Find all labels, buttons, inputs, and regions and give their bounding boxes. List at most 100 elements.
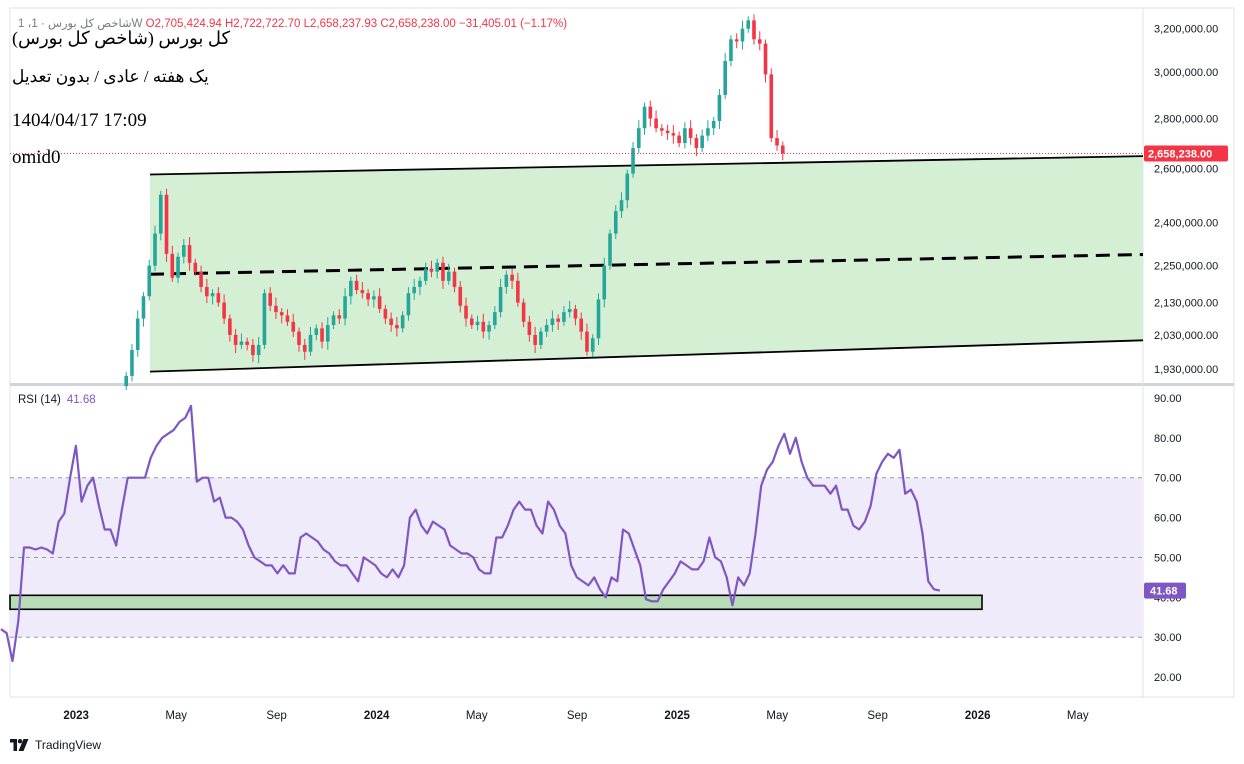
candle-down — [233, 334, 238, 345]
rsi-tick-label: 80.00 — [1154, 433, 1182, 445]
candle-down — [677, 135, 681, 144]
candle-down — [694, 138, 699, 149]
candle-up — [135, 318, 140, 351]
candle-up — [596, 299, 601, 339]
candle-down — [302, 344, 307, 352]
candle-up — [239, 341, 244, 345]
candle-down — [216, 293, 221, 303]
candle-up — [619, 200, 624, 212]
candle-down — [734, 39, 739, 42]
candle-down — [775, 138, 779, 146]
candle-up — [608, 233, 612, 266]
candle-down — [752, 20, 756, 40]
candle-down — [228, 318, 232, 335]
rsi-support-zone[interactable] — [9, 594, 983, 611]
rsi-line[interactable] — [0, 404, 941, 663]
chart-settings-annotation: یک هفته / عادی / بدون تعدیل — [12, 67, 209, 86]
last-price-badge[interactable] — [1144, 145, 1228, 162]
candle-down — [389, 318, 393, 326]
candle-up — [562, 312, 566, 322]
candle-down — [573, 308, 578, 319]
candle-down — [516, 280, 520, 303]
candle-down — [383, 308, 388, 319]
candle-up — [314, 328, 319, 335]
candle-down — [527, 321, 532, 335]
channel-upper-line[interactable] — [149, 155, 1144, 176]
candle-down — [222, 302, 226, 319]
candle-up — [539, 331, 543, 345]
candle-up — [567, 308, 572, 313]
candle-up — [740, 28, 745, 42]
candle-down — [366, 293, 370, 300]
rsi-value-label: 41.68 — [1150, 586, 1178, 598]
candle-up — [141, 296, 146, 319]
low-value: L2,658,237.93 — [303, 18, 378, 30]
candle-up — [746, 20, 751, 29]
channel-median-dashed-line[interactable] — [149, 253, 1144, 276]
candle-up — [625, 173, 630, 201]
candle-down — [274, 305, 278, 313]
time-tick-label: Sep — [567, 710, 587, 722]
candle-down — [585, 331, 589, 352]
candle-up — [706, 128, 710, 136]
candle-down — [354, 280, 359, 291]
candle-down — [251, 344, 255, 356]
rsi-legend[interactable]: RSI (14) 41.68 — [18, 394, 96, 406]
candle-down — [320, 328, 324, 342]
candle-down — [193, 262, 198, 272]
candle-up — [446, 271, 451, 281]
candle-up — [158, 194, 163, 234]
candle-down — [395, 325, 399, 329]
candle-up — [487, 325, 491, 332]
candle-down — [688, 128, 693, 139]
chart-title-annotation: کل بورس (شاخص کل بورس) — [12, 28, 231, 48]
candle-up — [349, 280, 353, 297]
candle-up — [262, 293, 267, 345]
candle-down — [268, 293, 272, 306]
candle-down — [481, 321, 486, 332]
candle-down — [199, 271, 203, 287]
time-tick-label: May — [466, 710, 488, 722]
rsi-tick-label: 30.00 — [1154, 632, 1182, 644]
price-tick-label: 2,400,000.00 — [1154, 217, 1218, 229]
candle-up — [130, 350, 134, 376]
candle-up — [153, 233, 157, 266]
tradingview-logo[interactable]: TradingView — [10, 738, 101, 752]
candle-up — [642, 106, 647, 129]
candle-down — [780, 145, 785, 154]
candle-down — [469, 318, 474, 326]
candle-down — [337, 315, 342, 319]
candle-up — [637, 128, 641, 149]
candle-up — [256, 344, 261, 356]
candle-up — [723, 61, 727, 95]
rsi-legend-value: 41.68 — [66, 394, 96, 406]
candle-down — [665, 130, 670, 134]
candle-up — [423, 268, 428, 281]
candle-down — [757, 39, 762, 44]
candle-up — [406, 293, 411, 316]
rsi-tick-label: 50.00 — [1154, 552, 1182, 564]
candle-up — [613, 211, 618, 234]
channel-lower-line[interactable] — [149, 339, 1144, 373]
candle-down — [279, 312, 284, 316]
candle-down — [245, 341, 249, 345]
rsi-value-badge[interactable] — [1144, 582, 1186, 599]
candle-down — [556, 318, 560, 322]
candle-down — [429, 268, 434, 272]
candle-up — [631, 148, 635, 174]
candle-down — [464, 305, 468, 319]
candle-up — [331, 315, 336, 326]
candle-down — [533, 334, 537, 345]
time-tick-label: May — [1067, 710, 1089, 722]
candle-up — [475, 321, 480, 326]
candle-up — [308, 334, 313, 352]
time-tick-label: 2024 — [364, 710, 390, 722]
candle-down — [648, 106, 653, 119]
candle-up — [325, 325, 330, 342]
close-value: C2,658,238.00 — [380, 18, 456, 30]
symbol-label[interactable]: 1 ،شاخص کل بورس · 1W — [18, 18, 143, 30]
candle-up — [176, 256, 180, 278]
candle-down — [297, 331, 301, 345]
candle-down — [769, 74, 774, 139]
candle-down — [285, 315, 290, 322]
